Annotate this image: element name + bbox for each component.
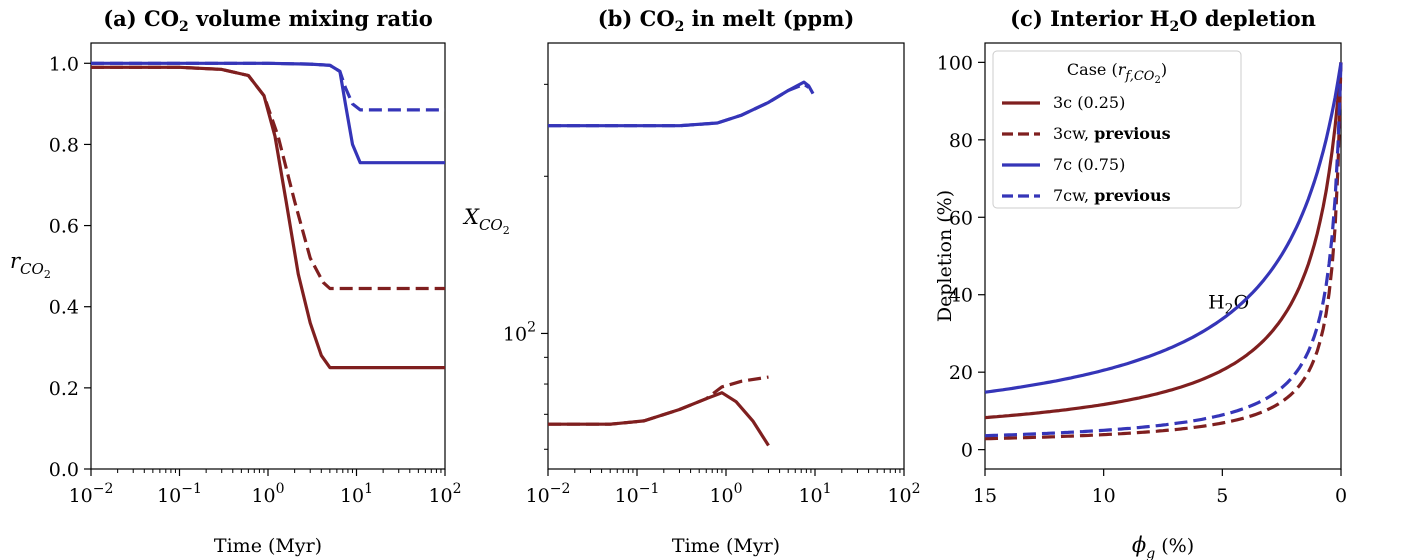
legend-entry-label: 7c (0.75)	[1053, 155, 1125, 174]
panel-c-title: (c) Interior H2O depletion	[1010, 6, 1316, 35]
panel-b-title: (b) CO2 in melt (ppm)	[598, 6, 855, 35]
panel-a-xlabel: Time (Myr)	[214, 535, 322, 557]
legend-entry-label: 3cw, previous	[1053, 124, 1171, 143]
panel-b-frame	[547, 42, 905, 470]
panel-b-xlabel: Time (Myr)	[672, 535, 780, 557]
panel-c-series-7cw	[984, 62, 1343, 438]
panel-a-series-3c	[91, 65, 445, 370]
legend-box	[992, 50, 1242, 209]
panel-a-ytick-label: 0.2	[49, 378, 79, 400]
panel-a-xtick-label: 101	[340, 481, 373, 507]
panel-b-ytick-label: 102	[503, 319, 536, 345]
panel-a-xtick-label: 100	[251, 481, 284, 507]
panel-a-ytick-label: 0.4	[49, 297, 79, 319]
panel-c-xlabel: ϕg (%)	[1132, 533, 1194, 560]
panel-b-series-3c	[548, 391, 770, 447]
panel-b-series-3cw	[548, 375, 769, 426]
panel-c-series-3cw	[984, 62, 1343, 441]
panel-a-xtick-label: 10−2	[69, 481, 114, 507]
panel-a-ytick-label: 0.6	[49, 216, 79, 238]
panel-a-series-7cw	[91, 61, 445, 112]
panel-c-xtick-label: 5	[1216, 485, 1228, 507]
panel-a-ytick-label: 0.8	[49, 134, 79, 156]
panel-c-xtick-label: 15	[973, 485, 997, 507]
panel-b-xtick-label: 10−1	[615, 481, 660, 507]
panel-a-ylabel: rCO2	[10, 249, 51, 281]
panel-b-xtick-label: 102	[887, 481, 920, 507]
legend-entry-label: 7cw, previous	[1053, 186, 1171, 205]
panel-c-xtick-label: 10	[1092, 485, 1116, 507]
panel-c-ytick-label: 80	[949, 130, 973, 152]
legend-entry-label: 3c (0.25)	[1053, 93, 1125, 112]
panel-c-series-3c	[984, 62, 1343, 420]
panel-b-xtick-label: 101	[798, 481, 831, 507]
panel-c-ytick-label: 20	[949, 362, 973, 384]
panel-a-xtick-label: 10−1	[157, 481, 202, 507]
panel-b-ylabel: XCO2	[462, 205, 510, 237]
panel-b-series-7c	[548, 80, 815, 128]
panel-c-frame	[984, 42, 1342, 470]
panel-c-xtick-label: 0	[1335, 485, 1347, 507]
panel-b-xtick-label: 10−2	[526, 481, 571, 507]
panel-a-title: (a) CO2 volume mixing ratio	[103, 6, 433, 35]
panel-c-ytick-label: 100	[937, 52, 973, 74]
panel-a-ytick-label: 0.0	[49, 459, 79, 481]
panel-c-ytick-label: 40	[949, 285, 973, 307]
panel-c-ylabel: Depletion (%)	[934, 190, 956, 322]
panel-b-xtick-label: 100	[709, 481, 742, 507]
panel-a-ytick-label: 1.0	[49, 53, 79, 75]
panel-a-series-3cw	[91, 65, 445, 291]
panel-c-ytick-label: 60	[949, 207, 973, 229]
panel-b-series-7cw	[548, 82, 810, 128]
panel-a-xtick-label: 102	[428, 481, 461, 507]
panel-c-series-7c	[984, 62, 1343, 394]
panel-c-ytick-label: 0	[961, 440, 973, 462]
